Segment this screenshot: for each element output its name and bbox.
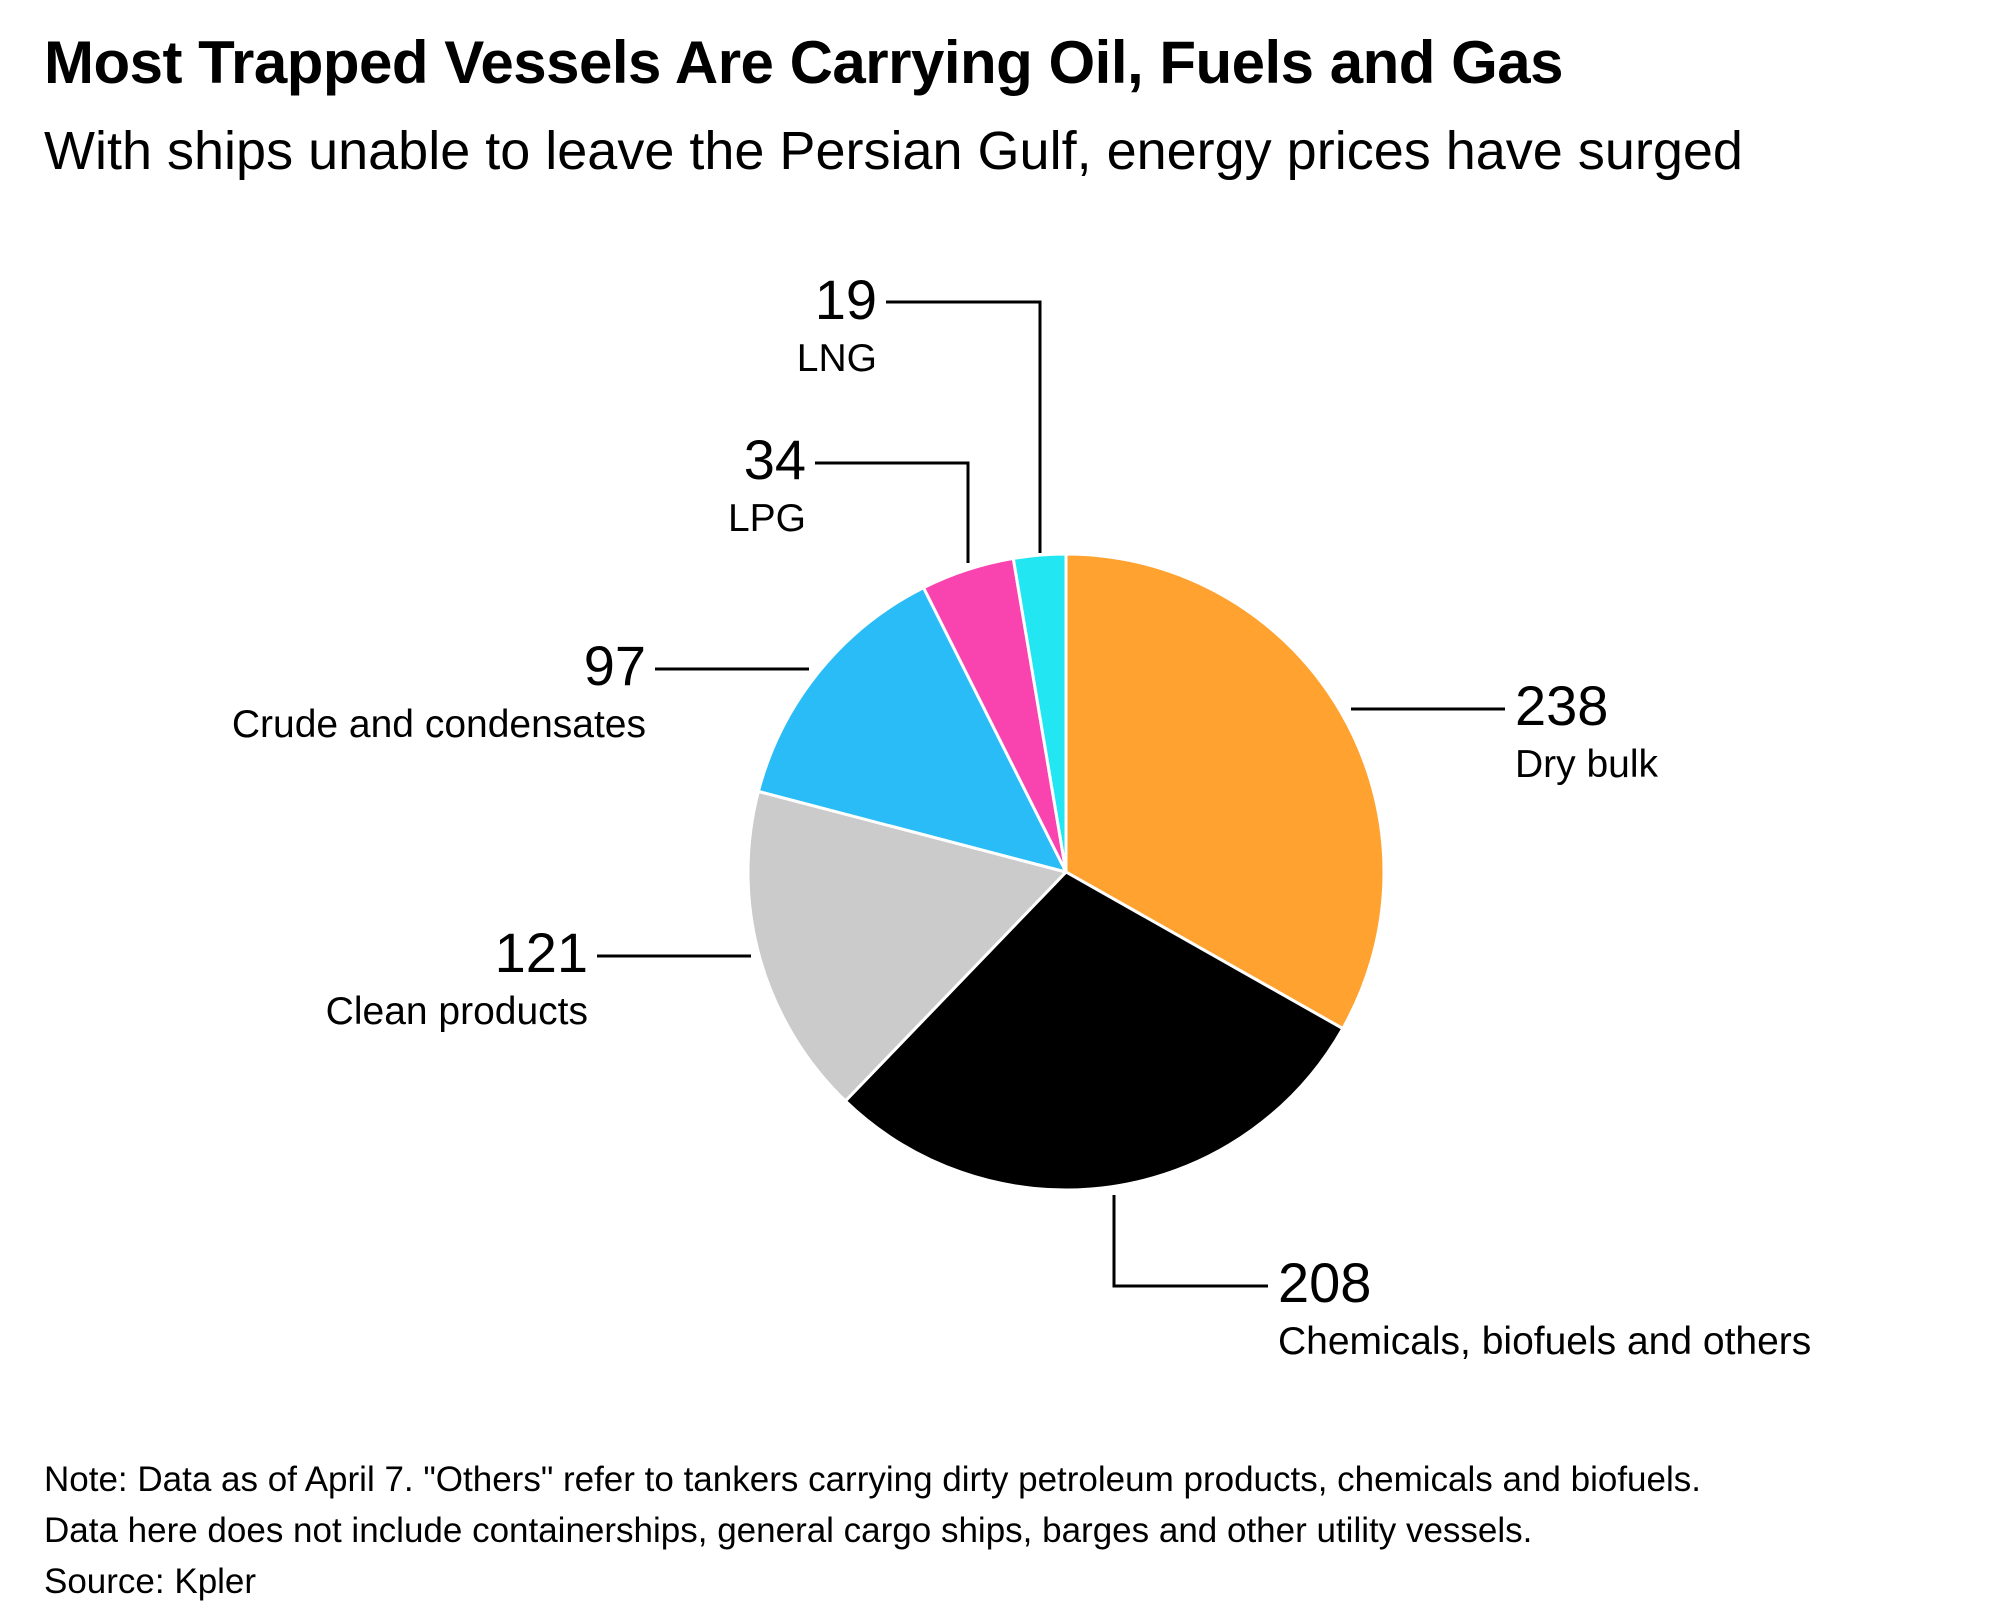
category-label-lpg: LPG (728, 497, 806, 540)
value-label-dry-bulk: 238 (1515, 674, 1608, 737)
category-label-crude-and-condensates: Crude and condensates (232, 703, 646, 746)
pie-slice-clean-products (746, 789, 1068, 1103)
value-label-crude-and-condensates: 97 (584, 634, 646, 697)
chart-footer: Note: Data as of April 7. "Others" refer… (44, 1454, 1701, 1607)
value-label-chemicals-biofuels-and-others: 208 (1278, 1251, 1371, 1314)
leader-lines (597, 300, 1505, 1288)
slice-labels: 238 Dry bulk 208 Chemicals, biofuels and ot… (232, 268, 1811, 1363)
category-label-chemicals-biofuels-and-others: Chemicals, biofuels and others (1278, 1320, 1811, 1363)
pie-slice-lng (1011, 552, 1068, 874)
pie-slice-chemicals-biofuels-and-others (843, 870, 1345, 1192)
value-label-clean-products: 121 (495, 921, 588, 984)
chart-subtitle: With ships unable to leave the Persian G… (44, 121, 1743, 181)
value-label-lng: 19 (815, 268, 877, 331)
pie-slice-dry-bulk (1064, 552, 1386, 1031)
source-line: Source: Kpler (44, 1562, 257, 1601)
pie-slice-crude-and-condensates (756, 586, 1068, 874)
category-label-dry-bulk: Dry bulk (1515, 743, 1659, 786)
pie-slices (746, 552, 1386, 1192)
leader-line-lng (886, 300, 1042, 553)
leader-line-chemicals-biofuels-and-others (1112, 1195, 1268, 1288)
category-label-clean-products: Clean products (326, 990, 588, 1033)
footnote-line-1: Note: Data as of April 7. "Others" refer… (44, 1460, 1701, 1499)
footnote-line-2: Data here does not include containership… (44, 1511, 1533, 1550)
chart-title: Most Trapped Vessels Are Carrying Oil, F… (44, 29, 1563, 96)
leader-line-lpg (815, 461, 970, 563)
value-label-lpg: 34 (744, 428, 806, 491)
category-label-lng: LNG (797, 337, 877, 380)
